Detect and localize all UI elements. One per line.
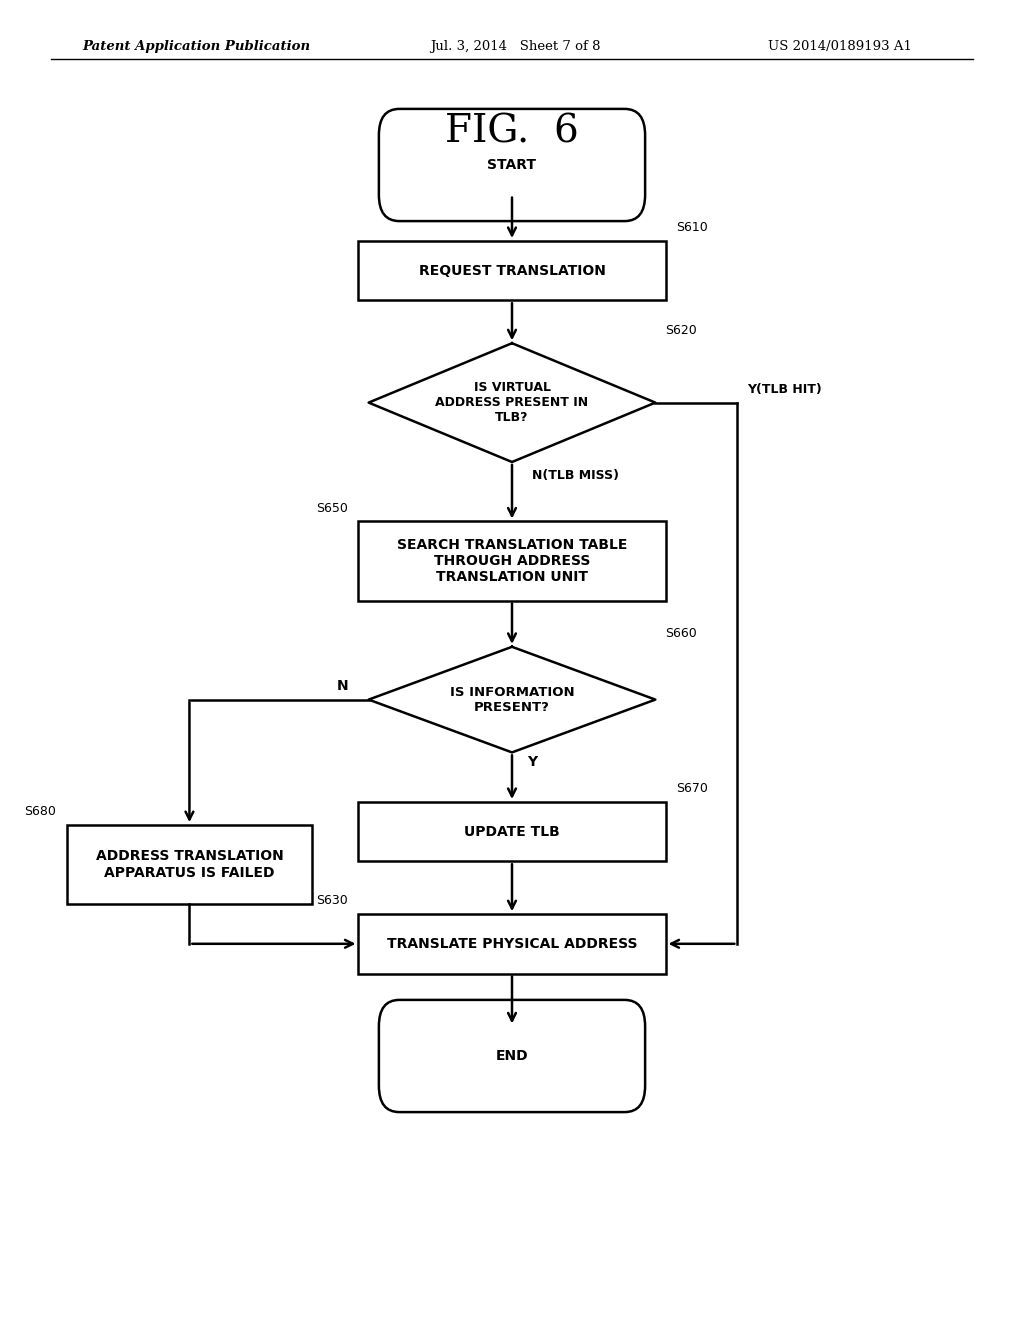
Text: S620: S620 (666, 323, 697, 337)
Text: REQUEST TRANSLATION: REQUEST TRANSLATION (419, 264, 605, 277)
Text: S630: S630 (316, 895, 348, 908)
FancyBboxPatch shape (379, 110, 645, 220)
Text: S650: S650 (316, 502, 348, 515)
Text: Y: Y (527, 755, 538, 770)
Text: SEARCH TRANSLATION TABLE
THROUGH ADDRESS
TRANSLATION UNIT: SEARCH TRANSLATION TABLE THROUGH ADDRESS… (397, 537, 627, 585)
Bar (358, 803, 666, 862)
Text: US 2014/0189193 A1: US 2014/0189193 A1 (768, 40, 912, 53)
Text: ADDRESS TRANSLATION
APPARATUS IS FAILED: ADDRESS TRANSLATION APPARATUS IS FAILED (95, 850, 284, 879)
Text: FIG.  6: FIG. 6 (445, 114, 579, 150)
Text: Patent Application Publication: Patent Application Publication (82, 40, 310, 53)
Bar (67, 825, 312, 904)
Text: UPDATE TLB: UPDATE TLB (464, 825, 560, 838)
Text: END: END (496, 1049, 528, 1063)
Text: Jul. 3, 2014   Sheet 7 of 8: Jul. 3, 2014 Sheet 7 of 8 (430, 40, 601, 53)
Text: N: N (337, 680, 348, 693)
Text: IS VIRTUAL
ADDRESS PRESENT IN
TLB?: IS VIRTUAL ADDRESS PRESENT IN TLB? (435, 381, 589, 424)
Bar (358, 915, 666, 974)
Bar (358, 240, 666, 300)
FancyBboxPatch shape (379, 1001, 645, 1111)
Text: IS INFORMATION
PRESENT?: IS INFORMATION PRESENT? (450, 685, 574, 714)
Text: Y(TLB HIT): Y(TLB HIT) (748, 383, 822, 396)
Text: TRANSLATE PHYSICAL ADDRESS: TRANSLATE PHYSICAL ADDRESS (387, 937, 637, 950)
Text: S660: S660 (666, 627, 697, 640)
Text: S680: S680 (25, 805, 56, 818)
Text: S610: S610 (676, 222, 708, 235)
Bar (358, 521, 666, 601)
Text: S670: S670 (676, 783, 708, 795)
Text: START: START (487, 158, 537, 172)
Text: N(TLB MISS): N(TLB MISS) (532, 469, 620, 482)
